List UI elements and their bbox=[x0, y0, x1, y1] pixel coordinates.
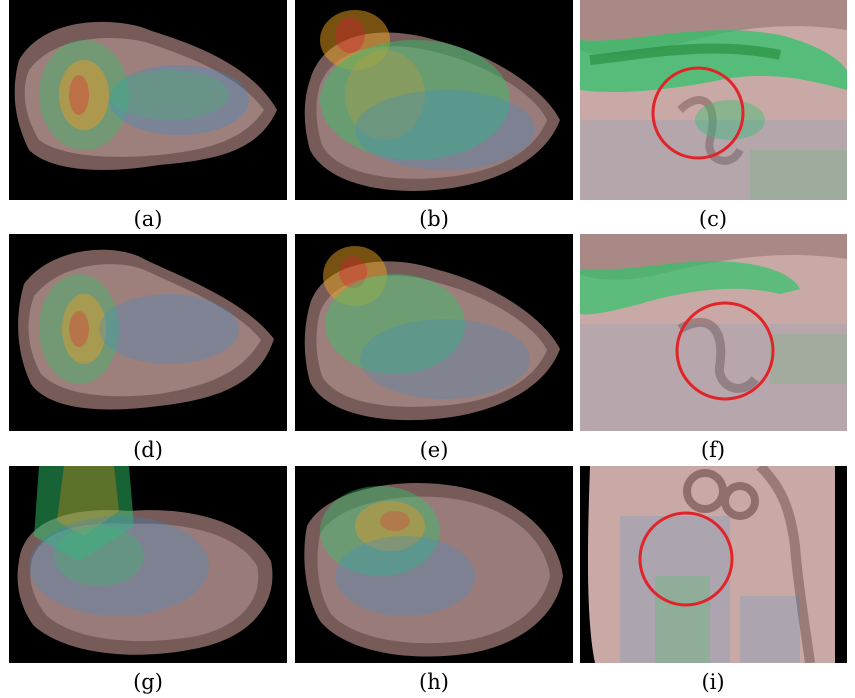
caption-e: (e) bbox=[419, 438, 449, 462]
panel-f-image bbox=[580, 234, 847, 431]
panel-h bbox=[295, 466, 573, 663]
caption-g: (g) bbox=[133, 670, 163, 694]
panel-c-image bbox=[580, 0, 847, 200]
caption-f: (f) bbox=[700, 438, 726, 462]
panel-g-image bbox=[9, 466, 287, 663]
panel-i bbox=[580, 466, 847, 663]
panel-e-image bbox=[295, 234, 573, 431]
highlight-circle-f bbox=[675, 301, 775, 401]
panel-g bbox=[9, 466, 287, 663]
caption-b: (b) bbox=[419, 207, 449, 231]
highlight-circle-i bbox=[638, 511, 734, 607]
highlight-circle-c bbox=[651, 66, 745, 160]
caption-c: (c) bbox=[698, 207, 728, 231]
panel-f bbox=[580, 234, 847, 431]
panel-b bbox=[295, 0, 573, 200]
caption-d: (d) bbox=[133, 438, 163, 462]
caption-h: (h) bbox=[419, 670, 449, 694]
panel-a-image bbox=[9, 0, 287, 200]
panel-e bbox=[295, 234, 573, 431]
panel-h-image bbox=[295, 466, 573, 663]
caption-a: (a) bbox=[133, 207, 163, 231]
panel-b-image bbox=[295, 0, 573, 200]
caption-i: (i) bbox=[701, 670, 725, 694]
panel-d bbox=[9, 234, 287, 431]
panel-a bbox=[9, 0, 287, 200]
panel-i-image bbox=[580, 466, 847, 663]
panel-d-image bbox=[9, 234, 287, 431]
panel-c bbox=[580, 0, 847, 200]
